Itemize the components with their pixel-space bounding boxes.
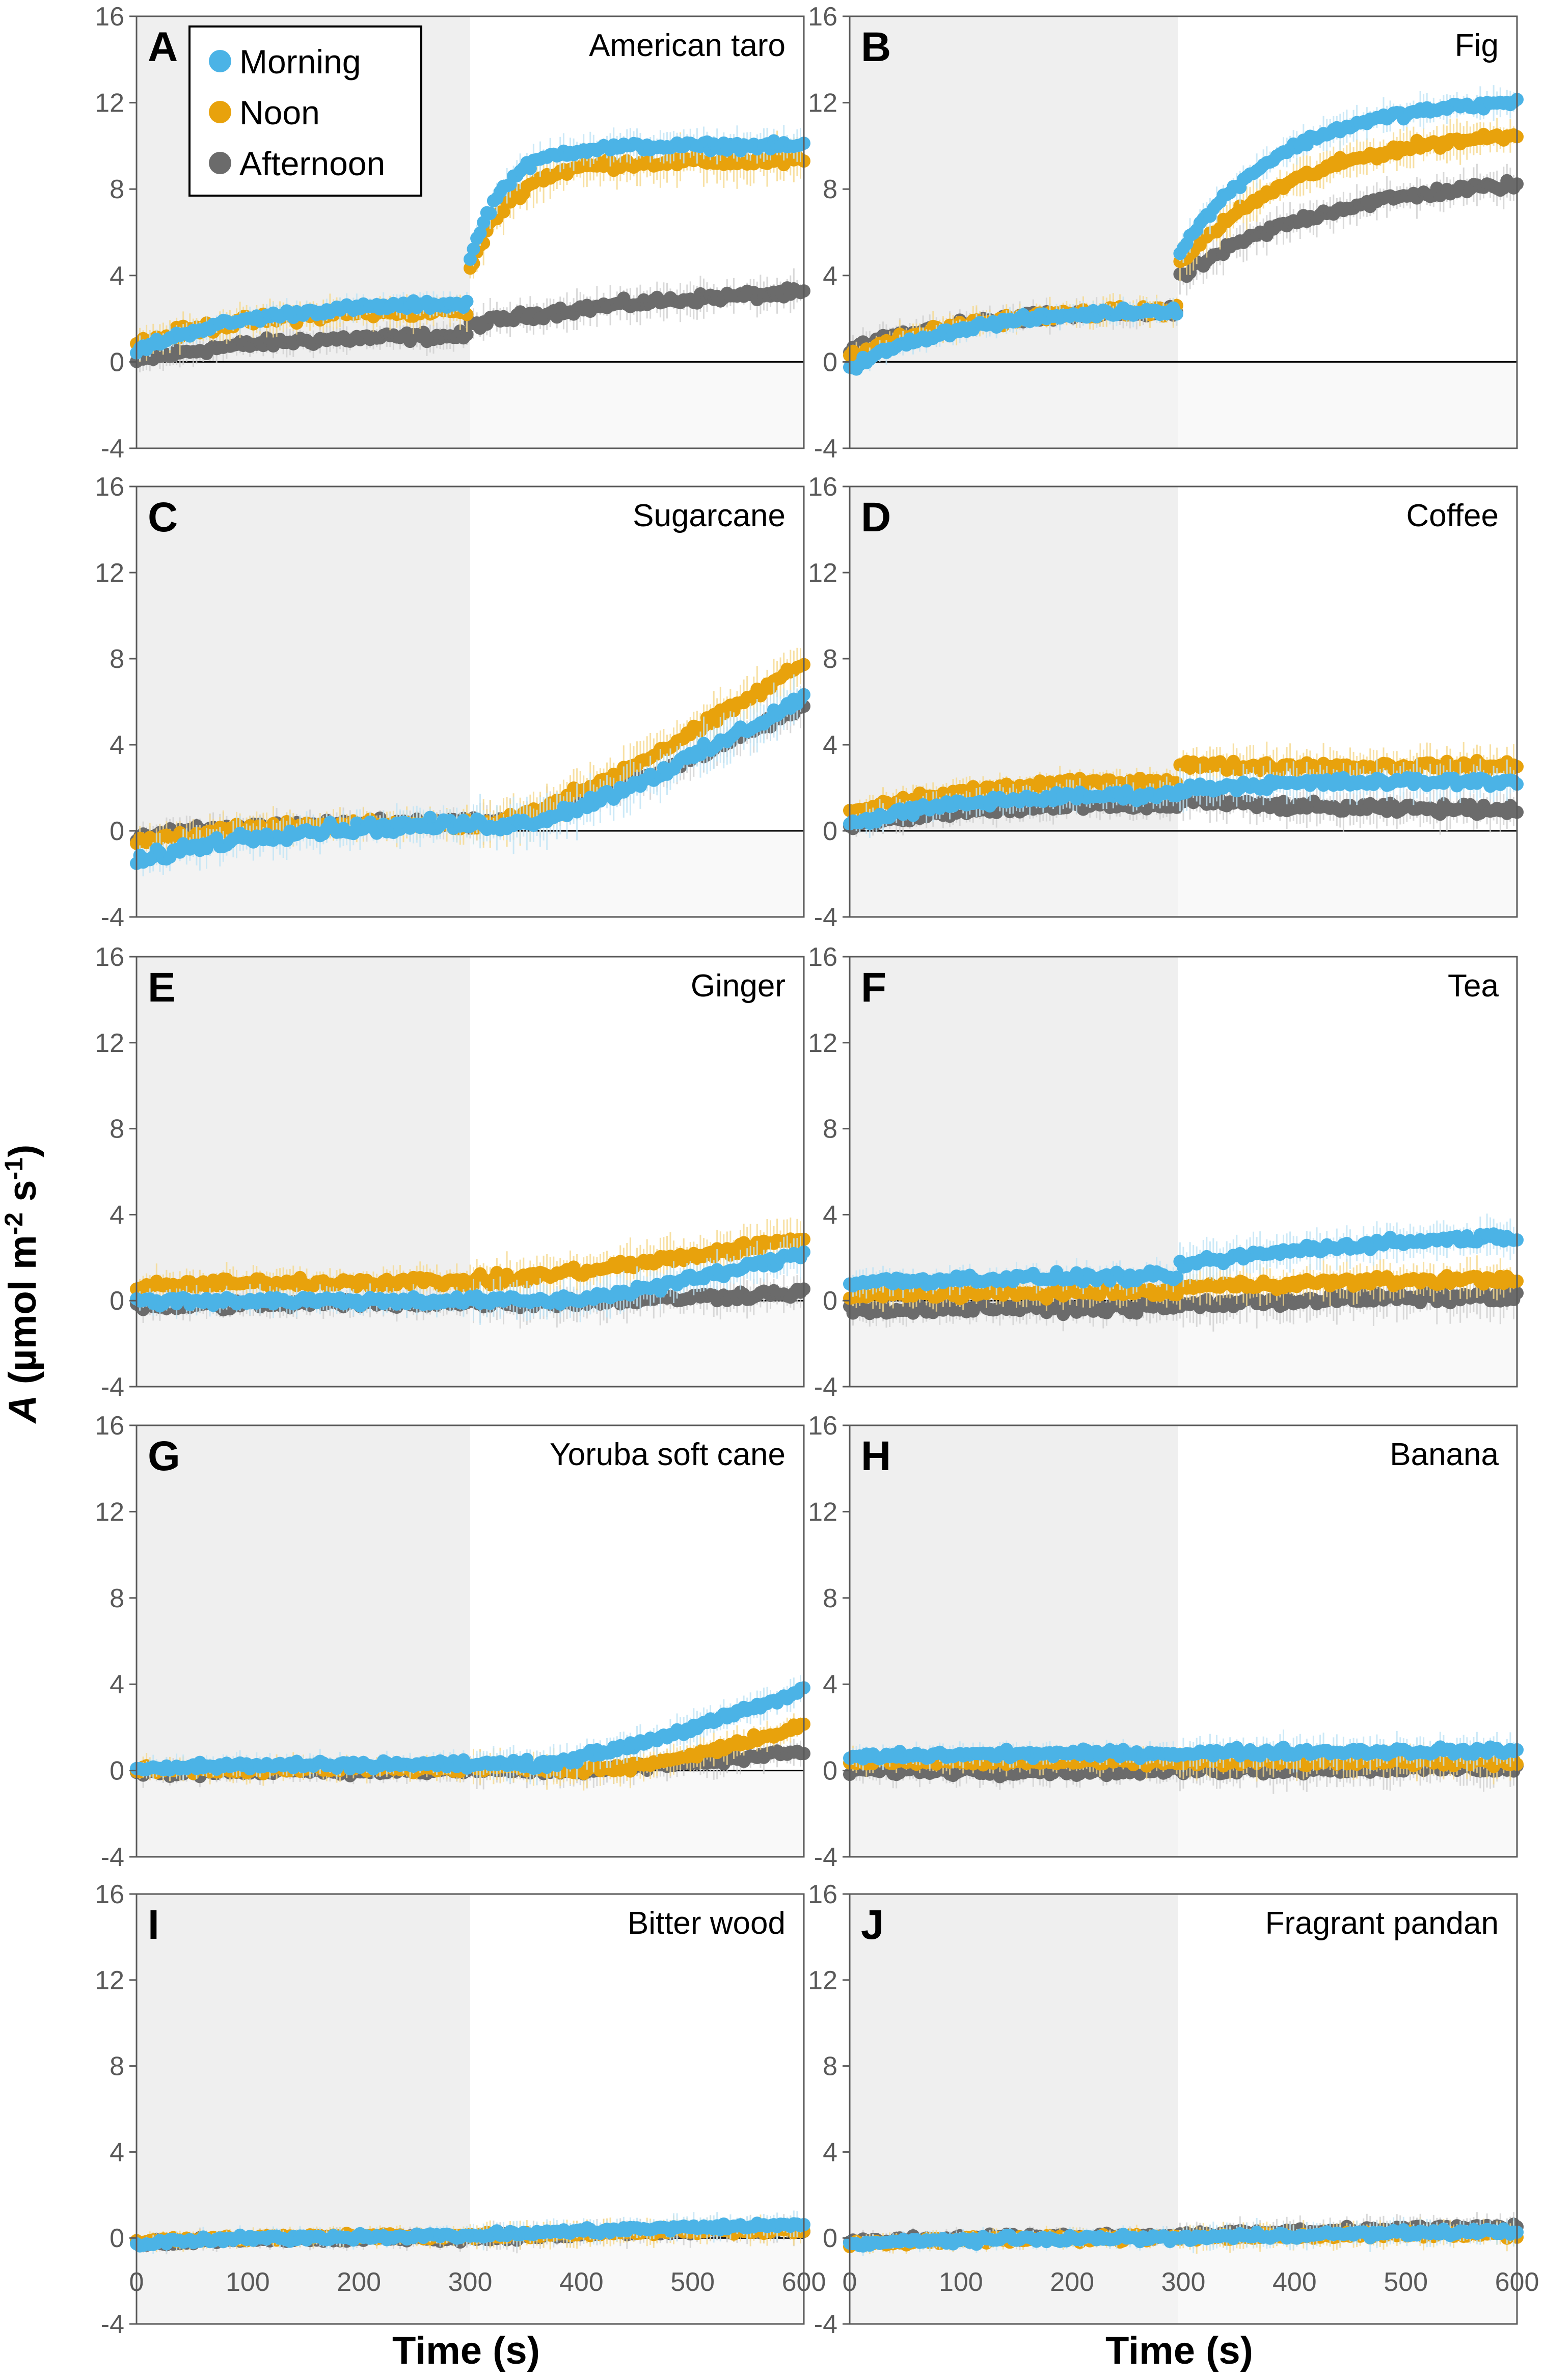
legend: Morning Noon Afternoon — [188, 25, 422, 197]
y-tick-label: 8 — [823, 644, 837, 674]
y-tick-label: 16 — [95, 1411, 124, 1441]
y-tick-label: 4 — [823, 1200, 837, 1230]
y-tick-label: 16 — [95, 2, 124, 32]
y-tick-label: 16 — [808, 472, 837, 502]
below-zero-shading — [850, 831, 1517, 917]
panel-species-title: Yoruba soft cane — [550, 1437, 785, 1472]
y-tick-label: -4 — [101, 1843, 124, 1872]
y-tick-label: 0 — [110, 1286, 124, 1316]
data-point — [473, 226, 487, 240]
series-morning — [843, 85, 1524, 376]
y-tick-label: 12 — [95, 1497, 124, 1527]
y-tick-label: 0 — [823, 347, 837, 377]
panel-letter: A — [148, 24, 178, 70]
y-tick-label: 8 — [110, 175, 124, 204]
y-tick-label: 0 — [110, 347, 124, 377]
below-zero-shading — [137, 362, 804, 448]
panel-letter: C — [148, 494, 178, 540]
panel-letter: F — [861, 964, 886, 1011]
y-tick-label: 0 — [110, 1756, 124, 1786]
panel-species-title: American taro — [589, 28, 785, 63]
panel-b: -4 0 4 8 12 16 B Fig — [808, 2, 1524, 464]
panel-letter: E — [148, 964, 176, 1011]
y-tick-label: 16 — [808, 2, 837, 32]
panel-species-title: Coffee — [1406, 498, 1499, 533]
data-point — [460, 328, 474, 341]
y-tick-label: 0 — [823, 1286, 837, 1316]
panel-species-title: Tea — [1448, 968, 1499, 1004]
y-tick-label: 8 — [110, 644, 124, 674]
y-tick-label: 4 — [110, 1670, 124, 1699]
series-afternoon — [130, 268, 810, 372]
data-point — [460, 294, 474, 308]
data-point — [467, 242, 480, 256]
y-tick-label: 16 — [808, 942, 837, 972]
y-tick-label: -4 — [814, 434, 837, 464]
y-tick-label: 16 — [95, 942, 124, 972]
legend-marker-morning — [209, 50, 231, 72]
panel-frame — [136, 15, 805, 449]
legend-marker-afternoon — [209, 152, 231, 174]
y-tick-label: 4 — [110, 731, 124, 760]
panel-a: -4 0 4 8 12 16 A American taro Morning Noon Aftern… — [95, 2, 810, 464]
y-tick-label: 8 — [110, 1115, 124, 1144]
data-point — [1170, 307, 1183, 321]
y-tick-label: 0 — [110, 817, 124, 846]
y-tick-label: 0 — [823, 817, 837, 846]
panel-grid: -4 0 4 8 12 16 A American taro Morning Noon Aftern… — [95, 2, 1539, 2339]
y-tick-label: -4 — [101, 434, 124, 464]
y-tick-label: -4 — [101, 1372, 124, 1402]
below-zero-shading — [850, 362, 1517, 448]
y-tick-label: 4 — [110, 1200, 124, 1230]
y-tick-label: 12 — [95, 1029, 124, 1058]
y-tick-label: 4 — [110, 261, 124, 291]
y-tick-label: -4 — [814, 1372, 837, 1402]
y-tick-label: 12 — [808, 558, 837, 588]
legend-marker-noon — [209, 101, 231, 123]
panel-species-title: Fig — [1455, 28, 1499, 63]
panel-species-title: Ginger — [691, 968, 785, 1004]
panel-letter: G — [148, 1433, 180, 1479]
data-point — [483, 206, 497, 220]
panel-letter: B — [861, 24, 891, 70]
below-zero-shading — [137, 1770, 804, 1857]
panel-species-title: Sugarcane — [633, 498, 785, 533]
y-tick-label: 8 — [110, 1584, 124, 1613]
y-tick-label: 4 — [823, 261, 837, 291]
y-tick-label: 16 — [95, 472, 124, 502]
y-tick-label: 4 — [823, 731, 837, 760]
y-tick-label: 12 — [95, 558, 124, 588]
legend-label-noon: Noon — [239, 94, 320, 131]
y-tick-label: 8 — [823, 175, 837, 204]
y-tick-label: 12 — [808, 1029, 837, 1058]
legend-label-morning: Morning — [239, 43, 361, 80]
y-tick-label: -4 — [814, 903, 837, 932]
panel-letter: D — [861, 494, 891, 540]
y-tick-label: 12 — [808, 89, 837, 118]
series-morning — [130, 125, 810, 361]
data-point — [464, 252, 477, 266]
y-tick-label: 8 — [823, 1115, 837, 1144]
y-tick-label: 12 — [95, 89, 124, 118]
legend-label-afternoon: Afternoon — [239, 145, 385, 182]
y-tick-label: -4 — [101, 903, 124, 932]
